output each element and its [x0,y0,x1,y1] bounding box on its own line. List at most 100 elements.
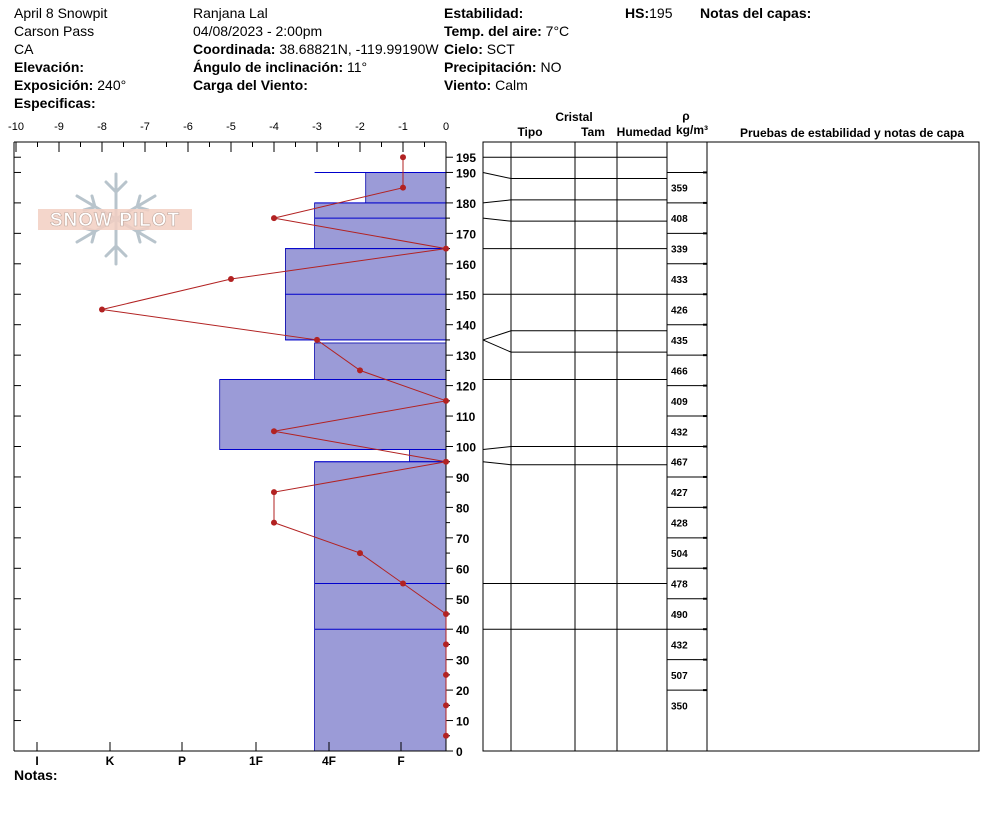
temperature-point [99,306,105,313]
temperature-point [400,184,406,191]
density-value: 359 [671,184,688,195]
size-header: Tam [581,125,605,139]
height-tick-label: 110 [456,410,476,424]
height-tick-label: 30 [456,654,470,668]
density-value: 432 [671,427,688,438]
elevation: Elevación: [14,59,85,75]
sky: Cielo: SCT [444,41,515,57]
density-value: 339 [671,245,688,256]
pit-name: April 8 Snowpit [14,5,108,21]
hardness-bar [314,342,447,380]
table-row-line [482,446,667,451]
hardness-tick-label: K [106,754,115,768]
density-value: 490 [671,610,688,621]
temperature-point [357,550,363,557]
datetime: 04/08/2023 - 2:00pm [193,23,323,39]
temperature-point [443,702,449,709]
table-row-line [482,339,667,353]
temp-tick-label: -2 [355,121,365,133]
height-tick-label: 10 [456,715,470,729]
logo-text: SNOW PILOT [50,210,180,231]
height-tick-label: 180 [456,197,476,211]
density-value: 435 [671,336,688,347]
density-unit: kg/m³ [676,123,708,137]
height-tick-label: 140 [456,319,476,333]
table-row-line [482,171,667,180]
precipitation: Precipitación: NO [444,59,562,75]
height-tick-label: 0 [456,745,463,759]
temperature-point [443,397,449,404]
density-value: 428 [671,519,688,530]
temperature-point [400,580,406,587]
temperature-point [271,215,277,222]
density-value: 432 [671,640,688,651]
snow-height: HS:195 [625,5,673,21]
specifics: Especificas: [14,95,96,111]
temperature-point [443,671,449,678]
wind-load: Carga del Viento: [193,77,308,93]
temp-tick-label: -4 [269,121,279,133]
stability-notes-header: Pruebas de estabilidad y notas de capa [740,126,964,140]
temperature-point [357,367,363,374]
temperature-point [271,489,277,496]
height-tick-label: 60 [456,562,470,576]
temp-tick-label: -9 [54,121,64,133]
hardness-tick-label: 1F [249,754,263,768]
logo-banner [38,209,192,230]
table-row-line [482,461,667,466]
wind: Viento: Calm [444,77,528,93]
height-tick-label: 100 [456,441,476,455]
temp-tick-label: -3 [312,121,322,133]
hardness-tick-label: P [178,754,186,768]
moisture-header: Humedad [617,125,672,139]
temp-tick-label: -8 [97,121,107,133]
density-value: 478 [671,580,688,591]
temperature-point [271,428,277,435]
temp-tick-label: -7 [140,121,150,133]
crystal-header: Cristal [555,110,592,124]
density-value: 350 [671,701,688,712]
height-tick-label: 130 [456,349,476,363]
height-tick-label: 195 [456,151,476,165]
slope-angle: Ángulo de inclinación: 11° [193,59,368,75]
height-tick-label: 160 [456,258,476,272]
height-tick-label: 170 [456,227,476,241]
density-value: 426 [671,305,688,316]
temperature-point [314,336,320,343]
table-row-line [482,217,667,222]
air-temp: Temp. del aire: 7°C [444,23,570,39]
table-row-line [482,199,667,204]
temp-tick-label: -5 [226,121,236,133]
density-value: 466 [671,366,688,377]
height-tick-label: 120 [456,380,476,394]
hardness-bar [314,461,447,752]
density-value: 507 [671,671,688,682]
density-value: 504 [671,549,688,560]
density-value: 427 [671,488,688,499]
temp-tick-label: -6 [183,121,193,133]
hardness-bar [409,449,447,463]
temperature-point [443,610,449,617]
height-tick-label: 40 [456,623,470,637]
state: CA [14,41,34,57]
type-header: Tipo [517,125,542,139]
temp-tick-label: -10 [8,121,24,133]
hardness-tick-label: F [397,754,404,768]
height-tick-label: 70 [456,532,470,546]
location: Carson Pass [14,23,95,39]
temp-tick-label: -1 [398,121,408,133]
height-tick-label: 190 [456,166,476,180]
temperature-point [443,458,449,465]
hardness-tick-label: I [35,754,38,768]
density-value: 467 [671,458,688,469]
temp-tick-label: 0 [443,121,449,133]
temperature-line [101,157,448,736]
observer: Ranjana Lal [193,5,268,21]
height-tick-label: 20 [456,684,470,698]
notes-label: Notas: [14,767,58,783]
temperature-point [271,519,277,526]
temperature-point [400,154,406,161]
table-row-line [482,330,667,341]
density-value: 408 [671,214,688,225]
